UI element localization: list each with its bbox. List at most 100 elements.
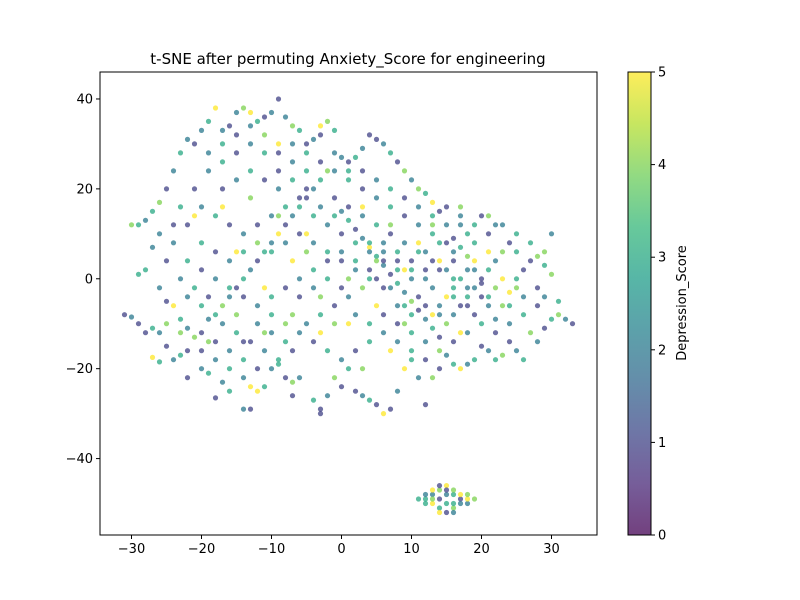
scatter-point (254, 321, 261, 327)
scatter-point (415, 222, 422, 228)
scatter-point (380, 285, 387, 291)
scatter-point (548, 271, 555, 277)
scatter-point (569, 321, 576, 327)
scatter-point (282, 375, 289, 381)
scatter-point (240, 357, 247, 363)
scatter-point (506, 303, 513, 309)
scatter-point (275, 96, 282, 102)
scatter-point (324, 249, 331, 255)
scatter-point (429, 375, 436, 381)
scatter-point (324, 118, 331, 124)
scatter-point (373, 303, 380, 309)
scatter-point (296, 195, 303, 201)
scatter-point (156, 285, 163, 291)
scatter-point (471, 285, 478, 291)
scatter-point (345, 366, 352, 372)
scatter-point (226, 222, 233, 228)
scatter-point (184, 294, 191, 300)
scatter-point (436, 208, 443, 214)
scatter-point (401, 213, 408, 219)
scatter-point (205, 339, 212, 345)
x-tick-label: −20 (188, 542, 215, 557)
y-tick-label: −20 (66, 362, 93, 377)
scatter-point (471, 240, 478, 246)
scatter-point (436, 258, 443, 264)
scatter-point (352, 267, 359, 273)
scatter-point (282, 114, 289, 120)
scatter-point (471, 312, 478, 318)
scatter-point (380, 312, 387, 318)
scatter-point (317, 132, 324, 138)
scatter-point (492, 330, 499, 336)
scatter-point (415, 204, 422, 210)
scatter-point (345, 159, 352, 165)
scatter-point (387, 231, 394, 237)
scatter-point (555, 312, 562, 318)
scatter-point (240, 231, 247, 237)
scatter-point (303, 249, 310, 255)
scatter-point (163, 186, 170, 192)
scatter-point (184, 222, 191, 228)
scatter-point (520, 294, 527, 300)
scatter-point (408, 298, 415, 304)
scatter-point (387, 348, 394, 354)
scatter-point (212, 249, 219, 255)
scatter-point (219, 141, 226, 147)
colorbar: 0 1 2 3 4 5 Depression_Score (627, 66, 690, 544)
scatter-point (366, 339, 373, 345)
scatter-point (422, 496, 429, 502)
scatter-point (268, 312, 275, 318)
scatter-point (401, 195, 408, 201)
scatter-point (163, 258, 170, 264)
scatter-point (254, 303, 261, 309)
scatter-point (408, 177, 415, 183)
scatter-point (226, 294, 233, 300)
scatter-point (541, 294, 548, 300)
scatter-point (499, 303, 506, 309)
scatter-point (310, 213, 317, 219)
scatter-point (457, 276, 464, 282)
scatter-point (233, 285, 240, 291)
scatter-point (359, 145, 366, 151)
scatter-point (233, 330, 240, 336)
scatter-point (415, 375, 422, 381)
scatter-point (240, 406, 247, 412)
scatter-point (310, 285, 317, 291)
scatter-point (352, 154, 359, 160)
scatter-point (289, 213, 296, 219)
scatter-point (450, 249, 457, 255)
scatter-point (317, 123, 324, 129)
scatter-point (240, 105, 247, 111)
scatter-point (198, 204, 205, 210)
scatter-point (268, 294, 275, 300)
scatter-point (436, 303, 443, 309)
scatter-point (352, 226, 359, 232)
scatter-point (310, 397, 317, 403)
scatter-point (345, 276, 352, 282)
scatter-point (366, 249, 373, 255)
scatter-point (184, 325, 191, 331)
scatter-point (275, 141, 282, 147)
scatter-point (394, 159, 401, 165)
scatter-point (471, 258, 478, 264)
scatter-point (443, 204, 450, 210)
scatter-point (198, 240, 205, 246)
scatter-point (450, 235, 457, 241)
scatter-point (282, 222, 289, 228)
scatter-point (485, 303, 492, 309)
scatter-point (380, 258, 387, 264)
scatter-point (408, 357, 415, 363)
scatter-point (394, 267, 401, 273)
scatter-point (345, 294, 352, 300)
scatter-point (233, 150, 240, 156)
scatter-point (261, 150, 268, 156)
scatter-point (464, 253, 471, 259)
scatter-point (478, 276, 485, 282)
scatter-point (247, 123, 254, 129)
scatter-point (464, 285, 471, 291)
scatter-point (422, 491, 429, 498)
scatter-point (282, 204, 289, 210)
scatter-point (443, 294, 450, 300)
scatter-point (338, 154, 345, 160)
